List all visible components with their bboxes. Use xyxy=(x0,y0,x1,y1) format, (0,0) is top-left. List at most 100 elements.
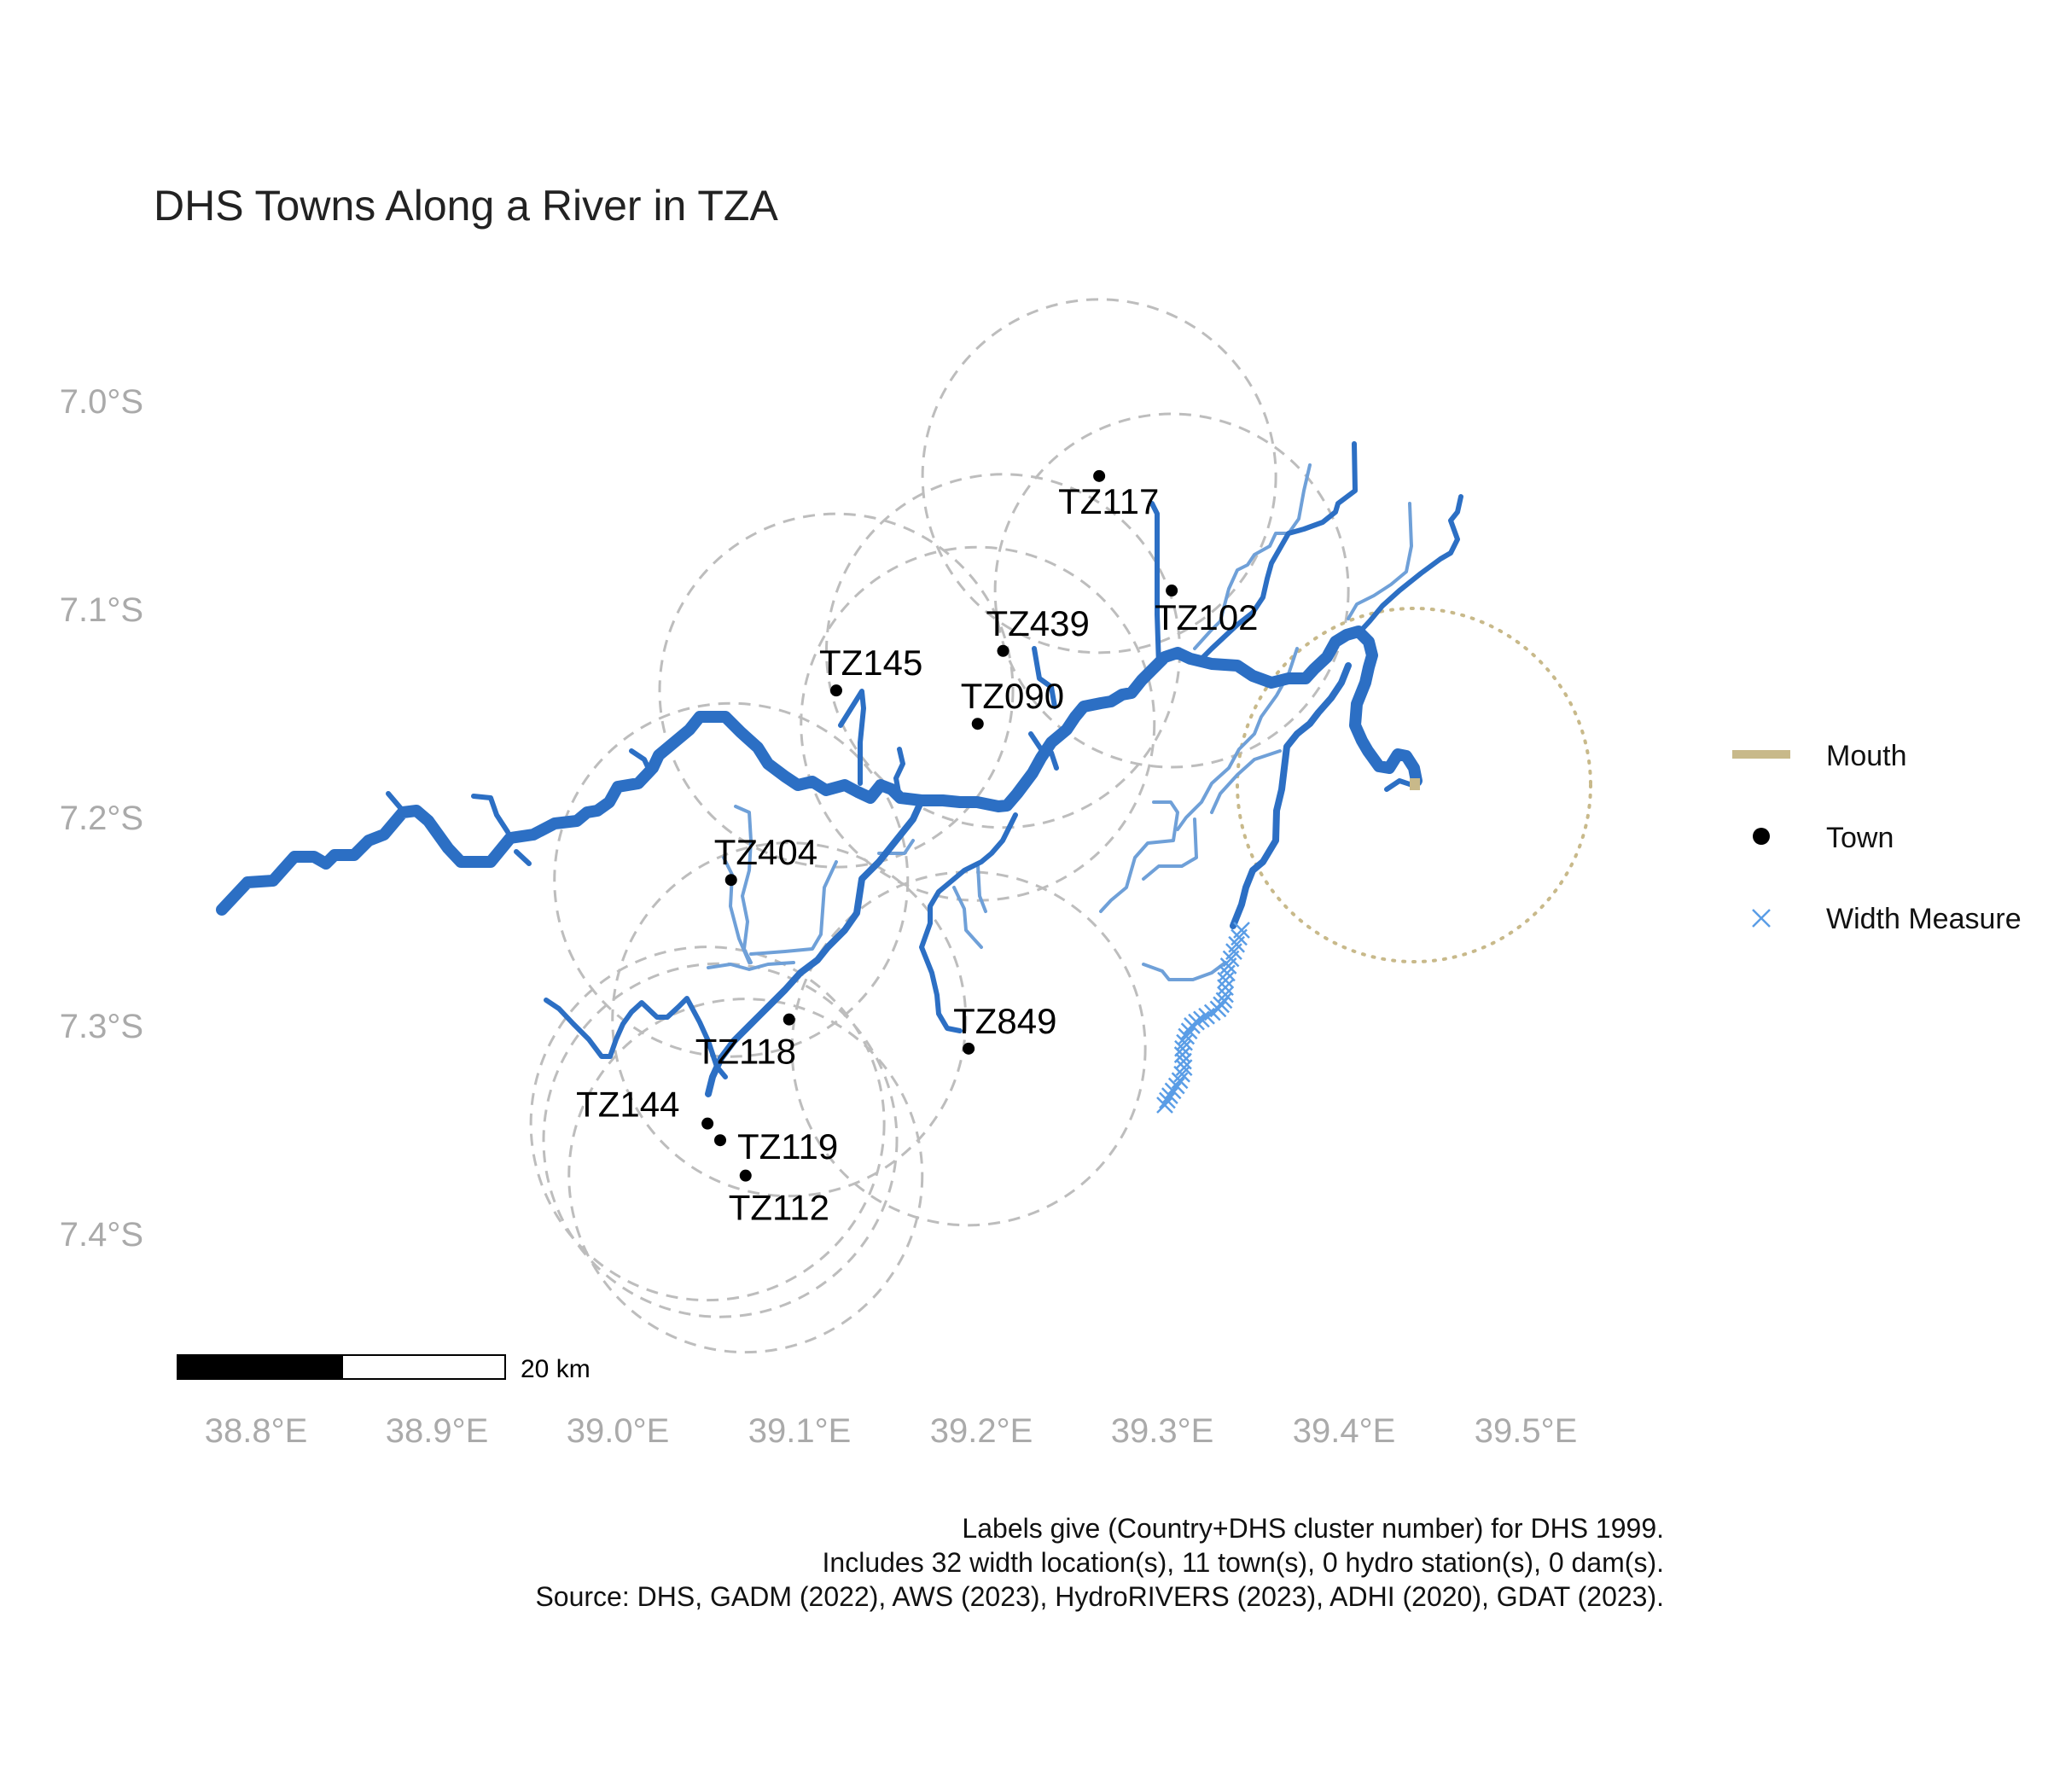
channel-north-spur xyxy=(629,748,653,775)
buffer-circle-tz144 xyxy=(529,945,886,1302)
width-measure-mark xyxy=(1156,1097,1173,1114)
town-labels: TZ117 TZ102 TZ439 TZ145 TZ090 TZ404 TZ118 TZ849… xyxy=(576,481,1258,1228)
town-label-tz119: TZ119 xyxy=(737,1126,838,1167)
buffer-circle-tz112 xyxy=(567,998,924,1354)
scale-bar-white-segment xyxy=(341,1354,506,1380)
width-measure-mark xyxy=(1175,1059,1193,1077)
town-buffers xyxy=(529,298,1350,1354)
width-measure-mark xyxy=(1174,1039,1191,1057)
town-point-tz118[interactable] xyxy=(783,1013,795,1026)
caption: Labels give (Country+DHS cluster number)… xyxy=(535,1513,1664,1612)
width-measure-mark xyxy=(1219,957,1237,975)
legend-width-swatch xyxy=(1752,909,1771,928)
buffer-circle-tz119 xyxy=(542,962,899,1318)
lon-tick-38.9: 38.9°E xyxy=(386,1412,489,1450)
tributary-se xyxy=(1142,961,1227,981)
town-label-tz090: TZ090 xyxy=(961,676,1064,716)
lon-tick-39.2: 39.2°E xyxy=(930,1412,1033,1450)
buffer-circle-tz117 xyxy=(921,298,1277,655)
scale-bar-black-segment xyxy=(177,1354,343,1380)
width-measure-markers xyxy=(1156,922,1250,1114)
town-label-tz439: TZ439 xyxy=(986,603,1090,643)
buffer-circle-tz849 xyxy=(790,870,1147,1227)
tributary-creek-a xyxy=(952,886,983,949)
channel-tz090-spur-b xyxy=(1032,646,1057,709)
town-points xyxy=(701,469,1178,1182)
town-point-tz404[interactable] xyxy=(724,874,737,887)
scale-bar: 20 km xyxy=(177,1354,591,1383)
town-label-tz144: TZ144 xyxy=(576,1085,679,1125)
caption-line-1: Labels give (Country+DHS cluster number)… xyxy=(962,1513,1664,1544)
town-point-tz119[interactable] xyxy=(714,1134,726,1147)
mouth-marker xyxy=(1410,778,1420,790)
buffer-circle-tz090 xyxy=(800,545,1156,902)
minor-tributaries xyxy=(707,463,1413,981)
town-point-tz145[interactable] xyxy=(830,684,842,697)
tributary-ne-b xyxy=(1347,502,1413,620)
width-measure-mark xyxy=(1171,1072,1189,1090)
legend: Mouth Town Width Measure xyxy=(1732,740,2022,935)
legend-width-label: Width Measure xyxy=(1826,903,2022,935)
tributary-creek-b xyxy=(976,864,987,913)
river-network xyxy=(216,441,1463,1097)
town-label-tz849: TZ849 xyxy=(953,1001,1056,1041)
channel-east-loop xyxy=(1230,662,1352,929)
lat-axis: 7.0°S 7.1°S 7.2°S 7.3°S 7.4°S xyxy=(60,383,143,1254)
lon-tick-39.4: 39.4°E xyxy=(1293,1412,1396,1450)
map-title: DHS Towns Along a River in TZA xyxy=(154,182,778,230)
town-label-tz117: TZ117 xyxy=(1058,481,1159,521)
tributary-mid-a xyxy=(749,860,838,956)
width-measure-mark xyxy=(1219,964,1236,982)
lon-tick-39.3: 39.3°E xyxy=(1111,1412,1214,1450)
channel-mouth-spur xyxy=(1384,778,1415,792)
lat-tick-7.0: 7.0°S xyxy=(60,383,143,421)
channel-tz145-spur-b xyxy=(893,747,905,794)
channel-west-spur-b xyxy=(471,794,510,835)
main-channel xyxy=(216,625,1423,916)
town-label-tz145: TZ145 xyxy=(819,643,922,683)
channel-north-stem xyxy=(1149,501,1161,668)
town-label-tz112: TZ112 xyxy=(729,1188,829,1228)
tributary-ne-a xyxy=(1193,463,1312,650)
lat-tick-7.2: 7.2°S xyxy=(60,800,143,837)
tributary-east-b xyxy=(1210,749,1282,814)
town-label-tz404: TZ404 xyxy=(714,832,817,872)
caption-line-3: Source: DHS, GADM (2022), AWS (2023), Hy… xyxy=(535,1581,1664,1612)
town-label-tz102: TZ102 xyxy=(1155,597,1258,637)
width-measure-mark xyxy=(1178,1027,1196,1045)
channel-tz145-spur xyxy=(838,689,866,786)
scale-bar-label: 20 km xyxy=(521,1355,591,1383)
width-measure-mark xyxy=(1161,1087,1178,1104)
town-point-tz112[interactable] xyxy=(739,1169,752,1182)
width-measure-mark xyxy=(1184,1017,1201,1034)
town-point-tz090[interactable] xyxy=(971,718,984,730)
tributary-east-c xyxy=(1099,800,1179,913)
buffer-circle-tz102 xyxy=(993,412,1350,769)
width-measure-mark xyxy=(1173,1065,1190,1083)
width-measure-mark xyxy=(1164,1082,1182,1100)
tributary-east-d xyxy=(1142,817,1198,881)
lon-tick-38.8: 38.8°E xyxy=(205,1412,308,1450)
width-measure-mark xyxy=(1198,1007,1215,1025)
channel-west-spur-c xyxy=(514,849,532,866)
channel-south-long xyxy=(705,797,925,1097)
lon-tick-39.5: 39.5°E xyxy=(1475,1412,1578,1450)
legend-town-label: Town xyxy=(1826,822,1894,854)
caption-line-2: Includes 32 width location(s), 11 town(s… xyxy=(823,1547,1664,1578)
mouth-buffer-circle xyxy=(1236,607,1592,963)
width-measure-mark xyxy=(1217,971,1235,989)
tributary-west-b xyxy=(722,856,751,964)
lat-tick-7.4: 7.4°S xyxy=(60,1216,143,1254)
town-point-tz117[interactable] xyxy=(1093,469,1106,482)
town-point-tz102[interactable] xyxy=(1166,585,1178,597)
town-point-tz144[interactable] xyxy=(701,1117,714,1130)
town-point-tz439[interactable] xyxy=(997,644,1009,657)
lon-axis: 38.8°E 38.9°E 39.0°E 39.1°E 39.2°E 39.3°… xyxy=(205,1412,1578,1450)
town-point-tz849[interactable] xyxy=(963,1042,975,1055)
lon-tick-39.1: 39.1°E xyxy=(748,1412,852,1450)
channel-southwest xyxy=(919,812,1018,1033)
lat-tick-7.1: 7.1°S xyxy=(60,591,143,629)
legend-mouth-label: Mouth xyxy=(1826,740,1907,772)
buffer-circle-tz145 xyxy=(658,512,1015,869)
